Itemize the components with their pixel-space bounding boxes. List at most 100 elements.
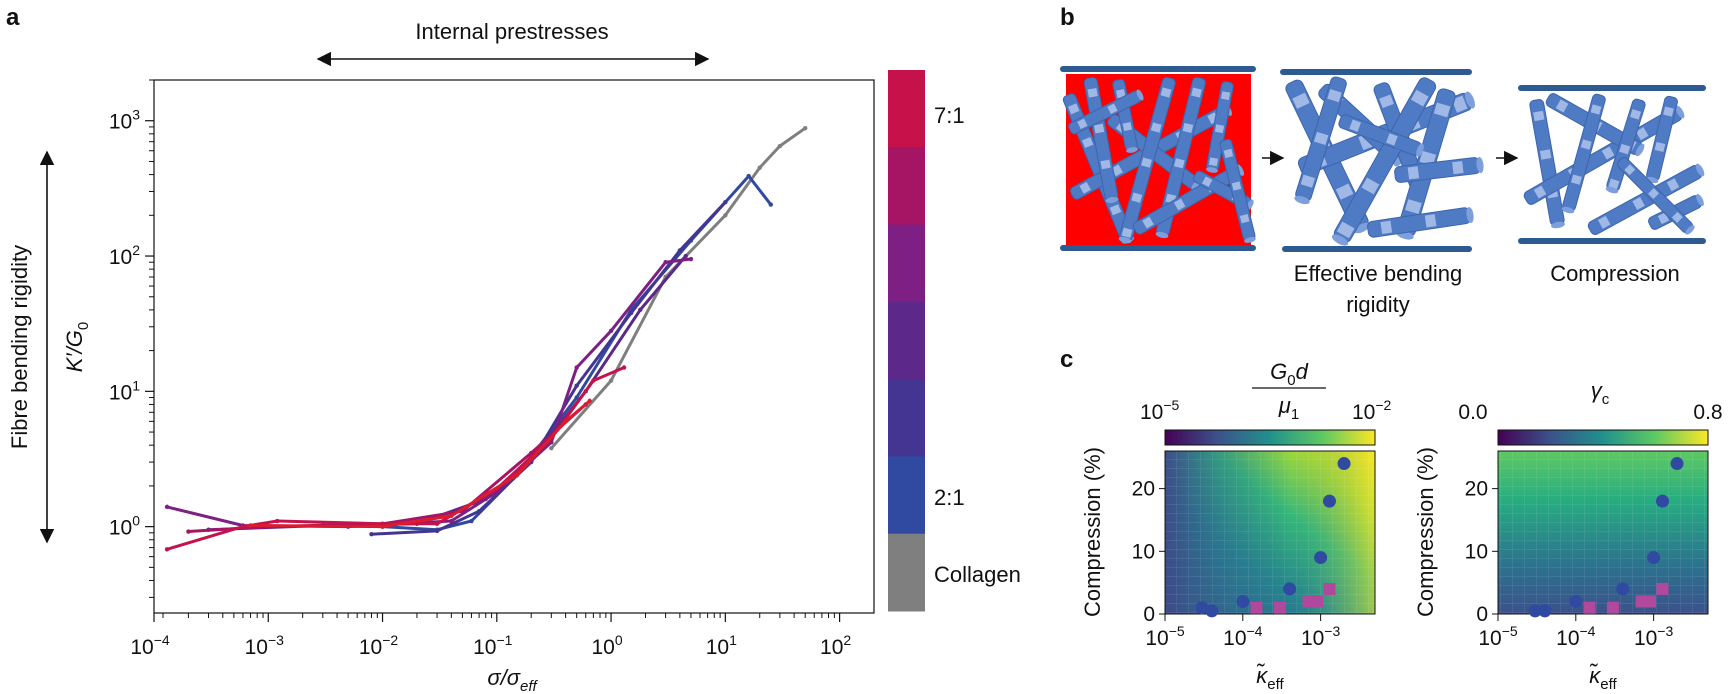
series-point bbox=[638, 307, 643, 313]
panel-a-letter: a bbox=[6, 4, 20, 31]
x-tick-label: 10−3 bbox=[1634, 623, 1674, 650]
series-point bbox=[434, 521, 440, 526]
circle-marker bbox=[1616, 582, 1630, 596]
series-point bbox=[777, 143, 783, 149]
series-point bbox=[621, 365, 627, 370]
y-axis-ticks: 100 101 102 103 bbox=[109, 79, 154, 598]
x-tick-label: 10−4 bbox=[1223, 623, 1263, 650]
circle-marker bbox=[1538, 604, 1552, 618]
series-point bbox=[563, 419, 568, 424]
plate bbox=[1280, 69, 1472, 75]
series-line bbox=[249, 399, 592, 529]
series-point bbox=[449, 513, 454, 519]
x-tick-label: 10−5 bbox=[1145, 623, 1185, 650]
colorbar-segment bbox=[888, 224, 925, 303]
series-point bbox=[768, 202, 774, 207]
series-line bbox=[207, 254, 688, 532]
series-line bbox=[186, 402, 588, 533]
series-point bbox=[587, 398, 592, 404]
cbar-left-max: 10−2 bbox=[1352, 397, 1392, 424]
series-point bbox=[591, 378, 596, 383]
plate bbox=[1518, 85, 1706, 91]
series-point bbox=[248, 523, 253, 528]
colorbar-segment bbox=[888, 147, 925, 226]
fibre bbox=[1338, 114, 1424, 157]
square-marker bbox=[1644, 595, 1657, 608]
line-series-group bbox=[164, 126, 808, 552]
fibre bbox=[1155, 76, 1206, 239]
series-line bbox=[165, 257, 693, 529]
x-tick-label: 10−3 bbox=[245, 632, 285, 659]
y-axis-label: K′/G0 bbox=[62, 322, 92, 372]
y-tick-label: 0 bbox=[1143, 603, 1155, 626]
x-tick-label: 10−2 bbox=[359, 632, 399, 659]
plate bbox=[1518, 238, 1706, 244]
series-point bbox=[723, 213, 728, 218]
heatmap-right-ticks: 20 10 010−5 10−4 10−3 bbox=[1465, 478, 1674, 650]
x-axis-label: σ/σeff bbox=[487, 665, 538, 694]
series-point bbox=[449, 518, 454, 524]
fibre bbox=[1645, 95, 1678, 184]
fibre bbox=[1294, 76, 1347, 205]
series-point bbox=[688, 256, 694, 262]
c-left-xlabel: κ̃eff bbox=[1256, 663, 1284, 693]
colorbar-segment bbox=[888, 456, 925, 535]
y-tick-label: 103 bbox=[109, 107, 140, 134]
rigidity-label: Fibre bending rigidity bbox=[7, 245, 32, 449]
colorbar-label-collagen: Collagen bbox=[934, 562, 1021, 587]
colorbar bbox=[888, 70, 925, 612]
square-marker bbox=[1656, 582, 1669, 595]
cbar-left-num: G0d bbox=[1270, 359, 1308, 389]
series-point bbox=[164, 547, 170, 552]
cbar-right-max: 0.8 bbox=[1693, 401, 1722, 424]
cbar-left-min: 10−5 bbox=[1140, 397, 1180, 424]
x-tick-label: 10−4 bbox=[130, 632, 170, 659]
circle-marker bbox=[1670, 457, 1684, 471]
heatmap-left-ticks: 20 10 010−5 10−4 10−3 bbox=[1132, 478, 1341, 650]
series-point bbox=[380, 524, 385, 529]
fibre bbox=[1561, 93, 1606, 214]
series-point bbox=[275, 518, 280, 524]
fibre bbox=[1219, 138, 1256, 243]
plate bbox=[1060, 245, 1256, 251]
series-point bbox=[746, 173, 751, 179]
heatmap-left bbox=[1164, 450, 1376, 615]
x-tick-label: 10−4 bbox=[1556, 623, 1596, 650]
cbar-right bbox=[1497, 429, 1709, 446]
y-tick-label: 0 bbox=[1476, 603, 1488, 626]
series-point bbox=[164, 504, 170, 510]
square-marker bbox=[1583, 601, 1596, 614]
circle-marker bbox=[1322, 494, 1336, 508]
series-point bbox=[608, 328, 614, 334]
y-tick-label: 101 bbox=[109, 377, 140, 404]
cbar-left-den: μ1 bbox=[1278, 393, 1299, 423]
circle-marker bbox=[1205, 604, 1219, 618]
fibre bbox=[1394, 157, 1484, 183]
fibre bbox=[1083, 77, 1119, 204]
plate bbox=[1060, 66, 1256, 72]
circle-marker bbox=[1236, 594, 1250, 608]
label-bending-2: rigidity bbox=[1346, 292, 1410, 317]
series-point bbox=[757, 165, 762, 170]
circle-marker bbox=[1283, 582, 1297, 596]
series-point bbox=[677, 248, 683, 253]
fibre bbox=[1068, 89, 1144, 135]
y-tick-label: 10 bbox=[1132, 540, 1155, 563]
colorbar-segment bbox=[888, 533, 925, 612]
panel-b-letter: b bbox=[1060, 4, 1075, 31]
c-right-ylabel: Compression (%) bbox=[1413, 447, 1438, 617]
fibre bbox=[1587, 163, 1705, 235]
series-point bbox=[186, 529, 191, 534]
series-point bbox=[574, 395, 579, 400]
series-point bbox=[240, 524, 246, 529]
fibre bbox=[1523, 105, 1685, 205]
circle-marker bbox=[1337, 457, 1351, 471]
y-tick-label: 10 bbox=[1465, 540, 1488, 563]
y-tick-label: 20 bbox=[1132, 478, 1155, 501]
series-point bbox=[469, 518, 474, 524]
cbar-right-min: 0.0 bbox=[1458, 401, 1487, 424]
network-prestressed bbox=[1060, 66, 1256, 251]
series-point bbox=[683, 253, 688, 259]
x-tick-label: 10−5 bbox=[1478, 623, 1518, 650]
